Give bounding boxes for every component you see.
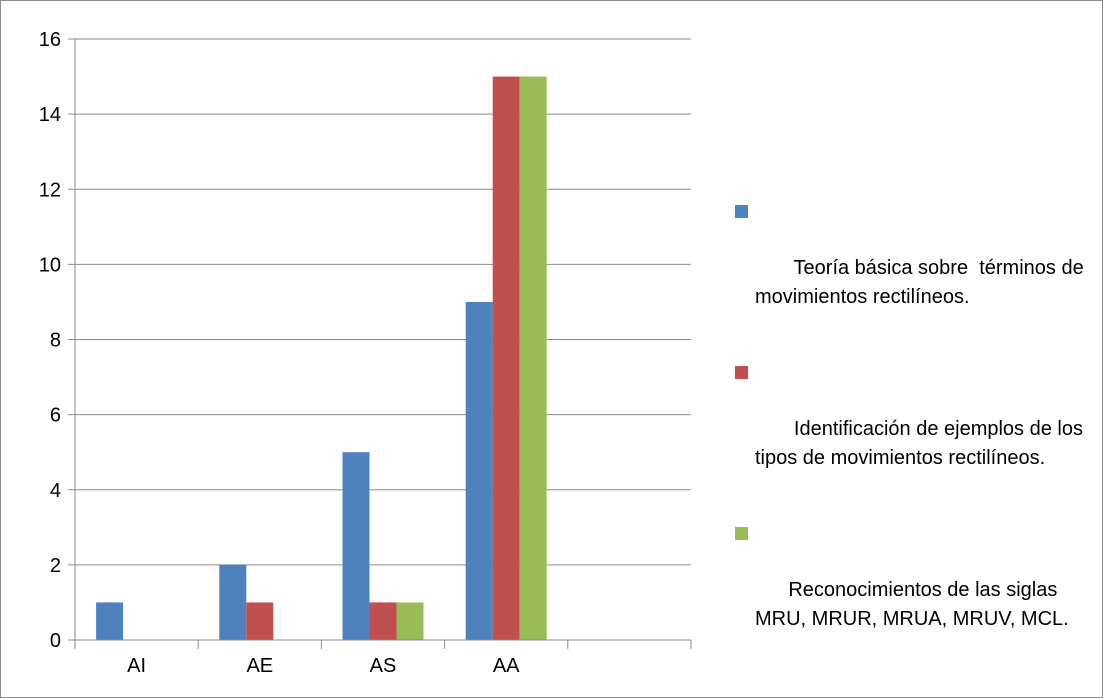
bar-series-2-AA (492, 76, 520, 640)
bar-series-2-AE (246, 602, 274, 640)
bars (96, 76, 547, 640)
legend-label-series-3: Reconocimientos de las siglas MRU, MRUR,… (755, 579, 1069, 630)
legend-item-series-1: Teoría básica sobre términos de movimien… (735, 196, 1095, 341)
y-tick-label: 2 (50, 555, 61, 577)
y-tick-label: 10 (39, 254, 61, 276)
x-tick-labels: AI AE AS AA (127, 655, 520, 677)
x-tick-label: AA (493, 655, 520, 677)
bar-series-1-AI (96, 602, 124, 640)
bar-series-1-AA (465, 301, 493, 640)
gridlines (75, 38, 691, 566)
bar-series-2-AS (369, 602, 397, 640)
bar-series-1-AE (219, 564, 247, 640)
y-tick-label: 0 (50, 630, 61, 652)
x-tick-label: AS (370, 655, 397, 677)
y-tick-label: 6 (50, 405, 61, 427)
y-tick-label: 4 (50, 480, 61, 502)
x-tick-label: AI (127, 655, 146, 677)
legend-item-series-3: Reconocimientos de las siglas MRU, MRUR,… (735, 518, 1095, 663)
legend-swatch-series-1 (735, 205, 748, 218)
legend-swatch-series-3 (735, 527, 748, 540)
legend-label-series-1: Teoría básica sobre términos de movimien… (755, 257, 1090, 308)
legend: Teoría básica sobre términos de movimien… (735, 196, 1095, 679)
axes (68, 38, 692, 649)
y-tick-label: 14 (39, 104, 61, 126)
y-tick-labels: 0 2 4 6 8 10 12 14 16 (39, 29, 61, 652)
legend-swatch-series-2 (735, 366, 748, 379)
legend-label-series-2: Identificación de ejemplos de los tipos … (755, 418, 1089, 469)
bar-series-3-AA (519, 76, 547, 640)
y-tick-label: 12 (39, 179, 61, 201)
x-tick-label: AE (246, 655, 273, 677)
bar-series-1-AS (342, 452, 370, 640)
bar-series-3-AS (396, 602, 424, 640)
legend-item-series-2: Identificación de ejemplos de los tipos … (735, 357, 1095, 502)
y-tick-label: 8 (50, 330, 61, 352)
y-tick-label: 16 (39, 29, 61, 51)
